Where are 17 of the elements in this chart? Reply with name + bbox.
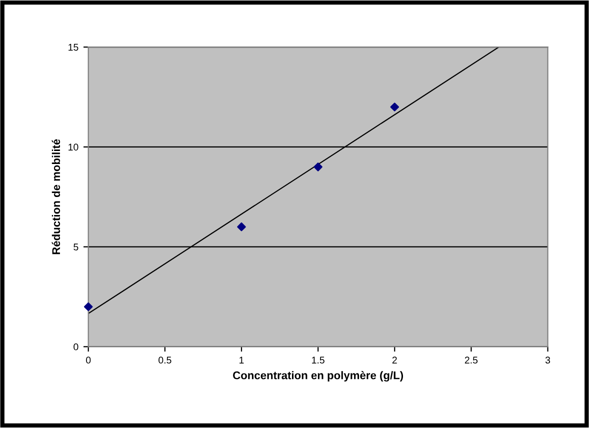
x-tick-label: 2 xyxy=(392,356,397,364)
x-tick-label: 1.5 xyxy=(312,356,324,364)
x-tick-label: 3 xyxy=(545,356,550,364)
point xyxy=(237,222,246,232)
x-tick-label: 0 xyxy=(86,356,91,364)
x-tick-label: 2.5 xyxy=(464,356,478,364)
x-axis-title: Concentration en polymère (g/L) xyxy=(233,371,404,382)
point xyxy=(84,302,93,312)
x-tick-label: 0.5 xyxy=(158,356,172,364)
y-axis-title: Réduction de mobilité xyxy=(52,139,60,254)
x-tick-label: 1 xyxy=(240,356,244,364)
y-tick-label: 15 xyxy=(68,44,78,51)
y-tick-label: 0 xyxy=(74,343,78,350)
point xyxy=(314,162,322,172)
y-tick-label: 5 xyxy=(74,244,78,250)
point xyxy=(390,102,399,112)
y-tick-label: 10 xyxy=(68,144,78,151)
